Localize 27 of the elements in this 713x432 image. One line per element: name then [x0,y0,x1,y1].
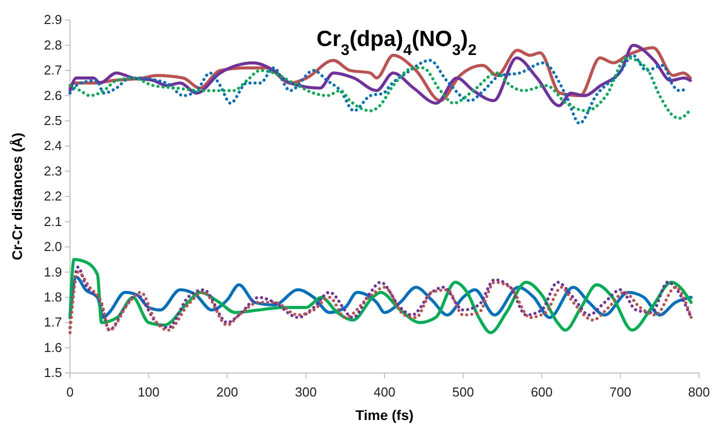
x-tick-label: 800 [688,384,710,400]
y-tick-label: 1.6 [44,340,62,355]
x-tick-label: 300 [295,384,317,400]
x-axis-title: Time (fs) [355,407,414,423]
x-tick-label: 500 [452,384,474,400]
text: Cr$_{3}$(dpa)$_{4}$(NO$_{3}$)$_{2}$ [316,26,477,58]
y-tick-label: 1.9 [44,264,62,280]
x-tick-label: 200 [216,384,238,400]
x-tick-label: 100 [138,384,160,400]
y-tick-label: 2.0 [44,239,62,254]
y-tick-label: 2.1 [44,214,62,229]
y-axis-title: Cr-Cr distances (Å) [9,132,25,260]
y-tick-label: 2.3 [44,163,62,178]
y-tick-label: 2.8 [44,37,62,52]
y-tick-label: 2.2 [44,188,62,204]
y-tick-label: 1.7 [44,314,62,330]
y-tick-label: 2.7 [44,62,62,78]
y-tick-label: 2.9 [44,12,62,28]
y-tick-label: 2.6 [44,88,62,103]
x-tick-label: 700 [610,384,632,400]
x-tick-label: 0 [66,384,74,400]
y-tick-label: 2.4 [44,138,62,154]
y-tick-label: 1.5 [44,365,62,380]
y-tick-label: 2.5 [44,113,62,128]
x-tick-label: 400 [374,384,396,400]
x-tick-label: 600 [530,384,553,400]
y-tick-label: 1.8 [44,290,62,305]
